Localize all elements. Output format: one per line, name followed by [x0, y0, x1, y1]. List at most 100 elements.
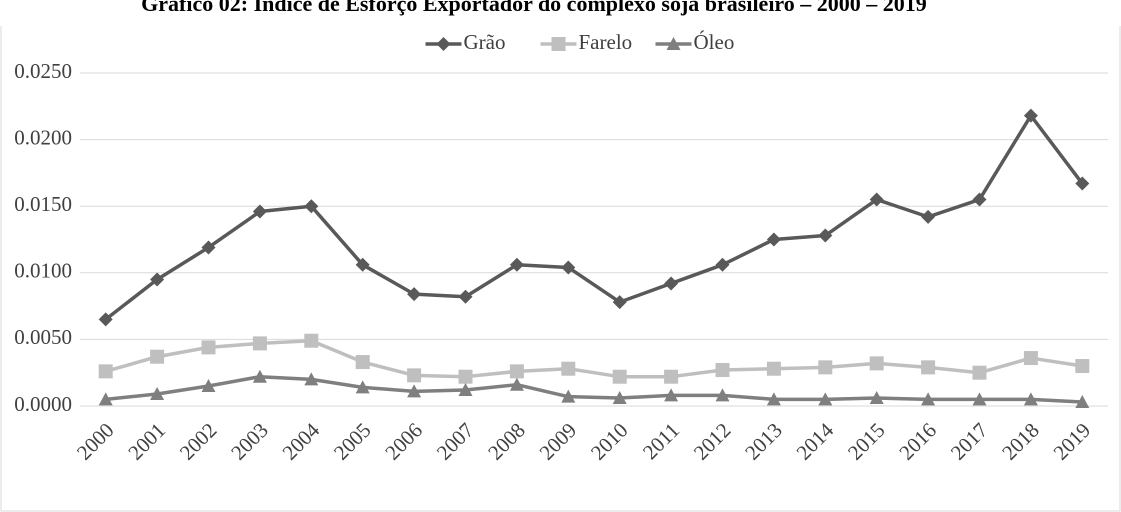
marker — [355, 355, 370, 370]
x-tick-label: 2007 — [432, 418, 479, 465]
marker — [666, 37, 681, 50]
x-tick-label: 2018 — [997, 418, 1044, 465]
marker — [407, 287, 422, 302]
marker — [921, 360, 936, 375]
marker — [664, 276, 679, 291]
marker — [252, 369, 267, 383]
marker — [1075, 176, 1090, 191]
x-tick-label: 2008 — [483, 418, 530, 465]
marker — [1023, 392, 1038, 406]
marker — [201, 379, 216, 393]
marker — [561, 260, 576, 275]
title-background — [0, 0, 1121, 26]
marker — [1075, 359, 1090, 374]
marker — [715, 257, 730, 272]
marker — [715, 388, 730, 402]
marker — [869, 391, 884, 405]
x-tick-label: 2013 — [740, 418, 787, 465]
marker — [355, 380, 370, 394]
marker — [972, 365, 987, 380]
marker — [612, 391, 627, 405]
marker — [458, 369, 473, 384]
marker — [921, 392, 936, 406]
x-tick-label: 2017 — [946, 418, 993, 465]
y-tick-label: 0.0000 — [14, 392, 72, 416]
legend-item: Óleo — [655, 30, 735, 54]
x-tick-label: 2004 — [278, 418, 325, 465]
marker — [252, 204, 267, 219]
series-line — [105, 374, 1083, 404]
marker — [458, 383, 473, 397]
x-tick-label: 2003 — [226, 418, 273, 465]
marker — [664, 388, 679, 402]
x-tick-label: 2015 — [843, 418, 890, 465]
x-tick-label: 2009 — [535, 418, 582, 465]
y-tick-label: 0.0250 — [14, 59, 72, 83]
x-tick-label: 2001 — [123, 418, 170, 465]
x-tick-label: 2012 — [689, 418, 736, 465]
x-tick-label: 2014 — [792, 418, 839, 465]
marker — [509, 377, 524, 391]
x-tick-label: 2011 — [638, 418, 684, 464]
marker — [612, 369, 627, 384]
marker — [664, 369, 679, 384]
marker — [1023, 108, 1038, 123]
marker — [972, 192, 987, 207]
marker — [869, 356, 884, 371]
marker — [355, 257, 370, 272]
legend-label: Farelo — [579, 30, 633, 54]
marker — [1075, 395, 1090, 409]
marker — [98, 392, 113, 406]
marker — [612, 295, 627, 310]
legend-item: Grão — [425, 30, 506, 54]
marker — [407, 384, 422, 398]
marker — [407, 368, 422, 383]
marker — [304, 372, 319, 386]
marker — [458, 289, 473, 304]
marker — [766, 232, 781, 247]
marker — [818, 228, 833, 243]
y-tick-label: 0.0050 — [14, 325, 72, 349]
legend-label: Óleo — [694, 30, 735, 54]
legend-item: Farelo — [540, 30, 633, 54]
marker — [304, 333, 319, 348]
x-tick-label: 2000 — [72, 418, 119, 465]
marker — [972, 392, 987, 406]
marker — [818, 360, 833, 375]
marker — [561, 361, 576, 376]
y-tick-label: 0.0200 — [14, 125, 72, 149]
x-tick-label: 2016 — [894, 418, 941, 465]
x-tick-label: 2019 — [1049, 418, 1096, 465]
marker — [766, 392, 781, 406]
marker — [150, 349, 165, 364]
marker — [715, 363, 730, 378]
marker — [921, 209, 936, 224]
marker — [201, 340, 216, 355]
chart-title: Gráfico 02: Índice de Esforço Exportador… — [141, 0, 927, 16]
marker — [551, 37, 566, 51]
legend-label: Grão — [464, 30, 506, 54]
marker — [150, 272, 165, 287]
y-tick-label: 0.0150 — [14, 192, 72, 216]
marker — [766, 361, 781, 376]
marker — [436, 37, 451, 51]
y-tick-label: 0.0100 — [14, 259, 72, 283]
marker — [818, 392, 833, 406]
marker — [252, 336, 267, 351]
marker — [98, 364, 113, 379]
marker — [869, 192, 884, 207]
x-tick-label: 2005 — [329, 418, 376, 465]
x-tick-label: 2010 — [586, 418, 633, 465]
series-line — [105, 338, 1083, 379]
marker — [509, 257, 524, 272]
marker — [561, 389, 576, 403]
x-tick-label: 2006 — [380, 418, 427, 465]
marker — [304, 199, 319, 214]
marker — [98, 312, 113, 327]
series-line — [104, 113, 1084, 321]
marker — [509, 364, 524, 379]
marker — [150, 387, 165, 401]
